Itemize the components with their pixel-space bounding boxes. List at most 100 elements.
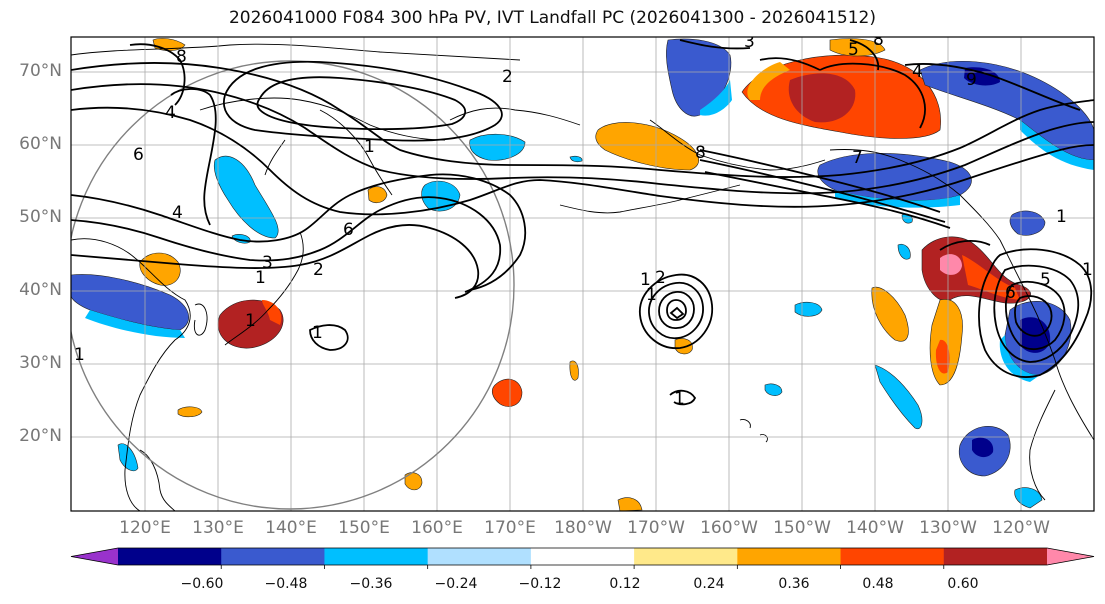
lat-label: 20°N bbox=[19, 426, 62, 446]
pv-contour-east-low-2 bbox=[993, 264, 1080, 363]
pv-contour-jet-1 bbox=[71, 62, 1094, 178]
pv-contour-jet-4 bbox=[71, 173, 527, 291]
lon-label: 160°W bbox=[700, 518, 758, 538]
pv-contour-west-bulge-2 bbox=[129, 43, 186, 106]
lon-label: 160°E bbox=[411, 518, 463, 538]
pv-contour-low-2 bbox=[648, 281, 704, 340]
contour-label: 9 bbox=[966, 70, 977, 90]
coastline-arctic bbox=[71, 43, 521, 61]
negative-anomaly-small-7 bbox=[569, 155, 583, 163]
coastline-hawaii bbox=[739, 419, 768, 443]
positive-anomaly-japan-edge bbox=[262, 300, 282, 325]
contour-label: 8 bbox=[873, 30, 884, 50]
lon-label: 150°W bbox=[773, 518, 831, 538]
pv-contour-arctic-1 bbox=[759, 57, 821, 71]
negative-anomaly-gulf-edge bbox=[835, 190, 960, 208]
contour-label: 8 bbox=[176, 47, 187, 67]
colorbar-swatch bbox=[530, 548, 635, 565]
colorbar-tick-label: −0.48 bbox=[264, 576, 308, 592]
coastlines bbox=[71, 43, 1094, 511]
pv-contour-east-arc bbox=[939, 239, 991, 251]
colorbar-tick-label: −0.60 bbox=[180, 576, 224, 592]
contour-label: 8 bbox=[695, 143, 706, 163]
lat-label: 40°N bbox=[19, 280, 62, 300]
negative-anomaly-arctic-east bbox=[919, 61, 1094, 161]
negative-anomaly-small-3 bbox=[117, 443, 139, 472]
coastline-kamchatka bbox=[319, 109, 393, 196]
colorbar-tick-label: −0.12 bbox=[518, 576, 562, 592]
contour-label: 1 bbox=[364, 137, 375, 157]
lon-label: 120°E bbox=[119, 518, 171, 538]
positive-anomaly-ne-core bbox=[940, 254, 962, 275]
coastline-aleutian-chain bbox=[559, 184, 741, 214]
pv-contour-east-low-1 bbox=[978, 248, 1093, 378]
positive-anomaly-ne-tail-inner bbox=[935, 339, 950, 374]
contour-label: 2 bbox=[502, 67, 513, 87]
positive-anomaly-ne-orange bbox=[962, 255, 1020, 300]
pv-contour-arctic-3 bbox=[904, 63, 1081, 111]
positive-anomaly-small-5 bbox=[617, 497, 643, 511]
contour-label: 4 bbox=[912, 62, 923, 82]
positive-anomaly-kamchatka bbox=[367, 186, 388, 204]
coastline-alaska-west bbox=[649, 119, 826, 171]
lon-label: 150°E bbox=[338, 518, 390, 538]
lon-label: 140°W bbox=[846, 518, 904, 538]
contour-label: 4 bbox=[172, 203, 183, 223]
colorbar-swatch bbox=[427, 548, 532, 565]
contour-label: 1 bbox=[255, 268, 266, 288]
gridlines bbox=[71, 37, 1094, 511]
pv-contour-small-2 bbox=[669, 389, 697, 406]
colorbar bbox=[70, 547, 1095, 569]
colorbar-extend-low bbox=[71, 548, 118, 565]
map-title: 2026041000 F084 300 hPa PV, IVT Landfall… bbox=[228, 8, 876, 28]
pv-contour-ring-1 bbox=[819, 62, 926, 129]
pv-contour-gyre-1 bbox=[223, 60, 503, 142]
lon-label: 170°E bbox=[484, 518, 536, 538]
colorbar-tick-label: 0.24 bbox=[693, 576, 725, 592]
pv-contour-low-4 bbox=[666, 299, 687, 321]
lon-label: 130°W bbox=[919, 518, 977, 538]
colorbar-tick-label: −0.24 bbox=[434, 576, 478, 592]
pv-contour-gyre-2 bbox=[256, 76, 467, 131]
negative-anomaly-small-2 bbox=[764, 383, 783, 396]
positive-anomaly-mid-pacific bbox=[871, 286, 909, 342]
positive-anomaly-small-1 bbox=[569, 360, 579, 381]
pv-contour-jet-east-2 bbox=[699, 159, 946, 223]
pv-contour-west-bulge bbox=[170, 88, 217, 226]
negative-anomaly-baja-core bbox=[972, 437, 994, 458]
colorbar-swatch bbox=[840, 548, 945, 565]
contour-label: 6 bbox=[133, 145, 144, 165]
positive-anomaly-central bbox=[491, 378, 523, 407]
pv-contour-east-low-3 bbox=[1005, 281, 1066, 351]
ivt-shading bbox=[71, 38, 1094, 511]
contour-label: 2 bbox=[313, 260, 324, 280]
pv-contours bbox=[71, 39, 1094, 406]
colorbar-tick-label: 0.36 bbox=[778, 576, 810, 592]
negative-anomaly-west-coast-edge bbox=[999, 335, 1040, 382]
pv-contour-jet-5 bbox=[71, 196, 502, 293]
contour-label: 6 bbox=[343, 220, 354, 240]
pv-contour-small-1 bbox=[309, 324, 349, 351]
colorbar-swatch bbox=[324, 548, 429, 565]
coastline-asia-east bbox=[71, 238, 191, 511]
lat-label: 60°N bbox=[19, 134, 62, 154]
positive-anomaly-japan bbox=[217, 299, 284, 349]
negative-anomaly-okhotsk bbox=[213, 155, 279, 239]
contour-label: 1 bbox=[640, 270, 651, 290]
positive-anomaly-small-2 bbox=[674, 338, 693, 355]
positive-anomaly-bering bbox=[595, 122, 699, 171]
lon-label: 140°E bbox=[265, 518, 317, 538]
contour-label: 3 bbox=[744, 32, 755, 52]
lon-label: 170°W bbox=[627, 518, 685, 538]
positive-anomaly-gulf-alaska-core bbox=[788, 73, 856, 123]
contour-label: 6 bbox=[1005, 283, 1016, 303]
contour-labels: 8 4 6 4 1 6 3 2 1 2 3 7 5 4 8 8 6 5 9 1 … bbox=[74, 30, 1093, 409]
contour-label: 4 bbox=[165, 103, 176, 123]
coastline-north-america bbox=[999, 239, 1094, 441]
pv-contour-low-core bbox=[669, 306, 685, 320]
negative-anomaly-aleutian bbox=[421, 180, 461, 212]
pv-contour-arctic-4 bbox=[679, 39, 751, 50]
contour-label: 2 bbox=[655, 268, 666, 288]
coastline-baja bbox=[1029, 389, 1056, 501]
coastline-korea bbox=[193, 303, 208, 336]
